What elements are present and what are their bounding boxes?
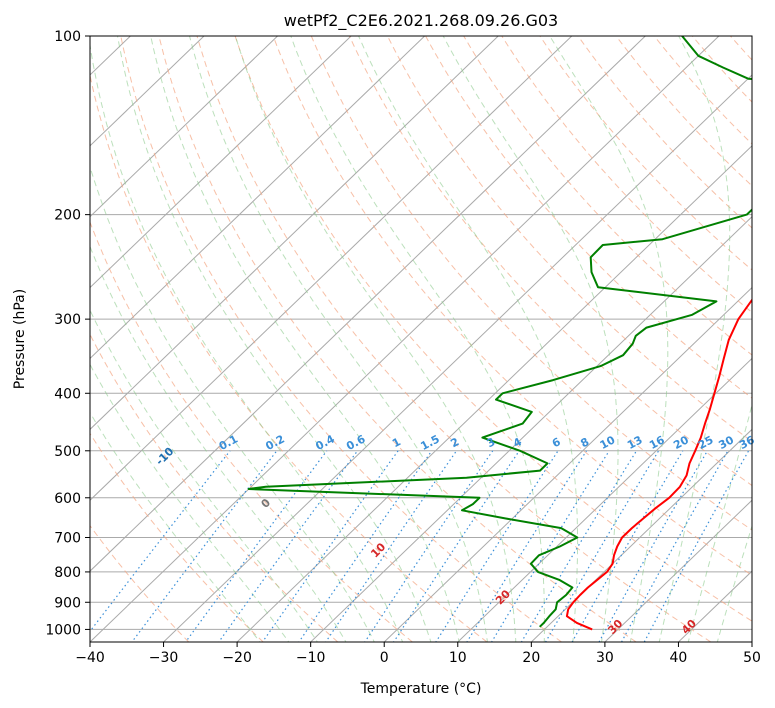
moist-adiabat-line [90,245,347,642]
x-tick-label: −30 [149,650,179,666]
dry-adiabat-line [90,333,339,642]
isotherm-line [90,36,646,572]
x-tick-label: −10 [296,650,326,666]
moist-adiabat-line [658,36,731,642]
isotherm-line [457,357,752,642]
y-tick-label: 1000 [45,622,81,638]
x-tick-label: 20 [522,650,540,666]
x-tick-label: 10 [449,650,467,666]
moist-adiabat-line [687,403,752,642]
mixing-ratio-label: 20 [671,433,691,452]
y-tick-label: 700 [54,531,81,547]
dry-adiabat-line [310,36,752,531]
plot-frame [89,35,753,643]
dry-adiabat-line [90,220,413,642]
x-tick-label: 0 [380,650,389,666]
moist-adiabat-line [290,36,545,642]
isotherm-line [236,145,752,642]
y-tick-label: 500 [54,444,81,460]
dry-adiabat-line [90,524,190,642]
moist-adiabat-line [117,36,432,642]
x-tick-label: −20 [222,650,252,666]
isotherm-line [163,74,752,642]
moist-adiabat-line [234,36,517,642]
moist-adiabat-line [442,36,619,642]
mixing-ratio-line [218,450,358,642]
x-tick-label: −40 [75,650,105,666]
isotherm-line [90,36,426,360]
mixing-ratio-line [520,450,638,642]
x-tick-label: 30 [596,650,614,666]
moist-adiabat-line [716,524,752,642]
dry-adiabat-line [577,36,752,229]
y-tick-label: 200 [54,208,81,224]
mixing-ratio-line [324,450,457,642]
mixing-ratio-label: 13 [625,433,645,452]
isotherm-line [530,428,752,642]
isotherm-line [90,36,499,431]
y-tick-label: 300 [54,312,81,328]
y-tick-label: 100 [54,29,81,45]
y-tick-label: 900 [54,595,81,611]
moist-adiabat-line [189,36,488,642]
dry-adiabat-line [234,36,752,622]
isotherm-line [90,36,573,501]
dry-adiabat-line [463,36,752,356]
temperature-profile-line [565,298,752,631]
plot-area [90,36,752,642]
dewpoint-profile-line [247,36,752,628]
y-axis-label: Pressure (hPa) [12,289,28,389]
profile-lines [247,36,752,631]
x-axis-label: Temperature (°C) [360,681,482,697]
y-tick-label: 600 [54,491,81,507]
dry-adiabat-line [196,36,712,642]
mixing-ratio-line [298,450,433,642]
moist-adiabat-line [90,411,261,642]
chart-title: wetPf2_C2E6.2021.268.09.26.G03 [284,11,558,31]
isotherm-line [90,36,278,218]
mixing-ratio-label: 25 [696,433,716,452]
dry-adiabat-line [387,36,752,443]
dry-adiabat-line [158,36,637,642]
dry-adiabat-line [90,72,488,642]
moist-adiabat-line [150,36,460,642]
dry-adiabat-line [539,36,752,271]
mixing-ratio-line [598,450,708,642]
isotherm-line [90,36,205,147]
y-tick-label: 800 [54,565,81,581]
mixing-ratio-line [466,450,588,642]
mixing-ratio-line [544,450,660,642]
x-tick-label: 40 [670,650,688,666]
dry-adiabat-line [348,36,752,487]
moist-adiabat-line [90,41,404,642]
moist-adiabat-line [549,36,669,642]
mixing-ratio-label: 10 [598,433,618,452]
mixing-ratio-line [364,450,494,642]
dry-adiabat-line [653,36,752,145]
background-lines [90,36,752,642]
x-tick-label: 50 [743,650,761,666]
mixing-ratio-line [184,450,328,642]
dry-adiabat-line [120,36,562,642]
mixing-ratio-label: 16 [647,433,667,452]
isotherm-line [383,286,752,642]
isotherm-line [604,499,752,642]
isotherm-line [90,36,720,642]
axes: −40 −30 −20 −10 0 10 20 30 40 50 100 200 300 400 500 60… [45,29,761,666]
y-tick-label: 400 [54,386,81,402]
moist-adiabat-line [358,36,579,642]
mixing-ratio-line [490,450,610,642]
mixing-ratio-line [131,450,278,642]
moist-adiabat-line [90,363,290,642]
mixing-ratio-line [261,450,399,642]
isotherm-line [90,36,352,289]
mixing-ratio-label: 30 [716,433,736,452]
moist-adiabat-line [90,309,319,642]
